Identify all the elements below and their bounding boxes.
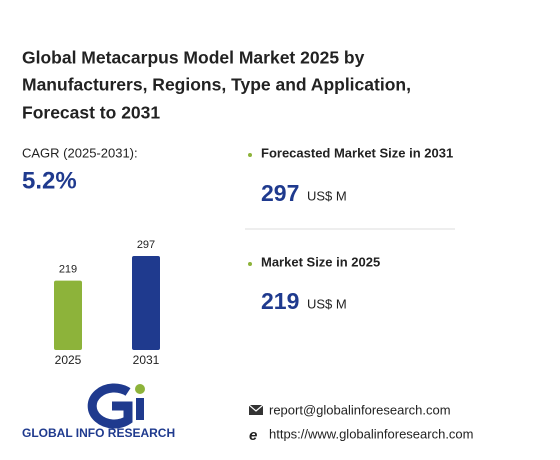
x-tick-label: 2025 xyxy=(55,353,82,367)
stat-unit: US$ M xyxy=(307,188,347,203)
logo-i xyxy=(136,398,144,420)
logo-dot xyxy=(135,384,145,394)
value-label: 297 xyxy=(137,239,155,251)
url[interactable]: https://www.globalinforesearch.com xyxy=(269,426,473,441)
logo: GLOBAL INFO RESEARCH xyxy=(22,383,175,440)
bar xyxy=(54,280,82,350)
logo-g xyxy=(87,383,133,429)
cagr-label: CAGR (2025-2031): xyxy=(22,145,138,160)
web-icon: e xyxy=(249,427,257,444)
stat-value: 297 xyxy=(261,180,299,206)
cagr-value: 5.2% xyxy=(22,167,77,194)
value-label: 219 xyxy=(59,264,77,276)
stat-label: Market Size in 2025 xyxy=(261,254,380,269)
email-icon xyxy=(249,405,263,415)
logo-text: GLOBAL INFO RESEARCH xyxy=(22,426,175,440)
stat-unit: US$ M xyxy=(307,296,347,311)
bullet xyxy=(248,153,252,157)
stat-label: Forecasted Market Size in 2031 xyxy=(261,145,453,160)
bar xyxy=(132,256,160,350)
title-line: Forecast to 2031 xyxy=(22,103,160,123)
stat-value: 219 xyxy=(261,288,299,314)
email-icon-flap xyxy=(248,404,264,412)
bullet xyxy=(248,262,252,266)
email[interactable]: report@globalinforesearch.com xyxy=(269,402,451,417)
title-line: Manufacturers, Regions, Type and Applica… xyxy=(22,75,411,95)
x-tick-label: 2031 xyxy=(133,353,160,367)
title-line: Global Metacarpus Model Market 2025 by xyxy=(22,48,365,68)
